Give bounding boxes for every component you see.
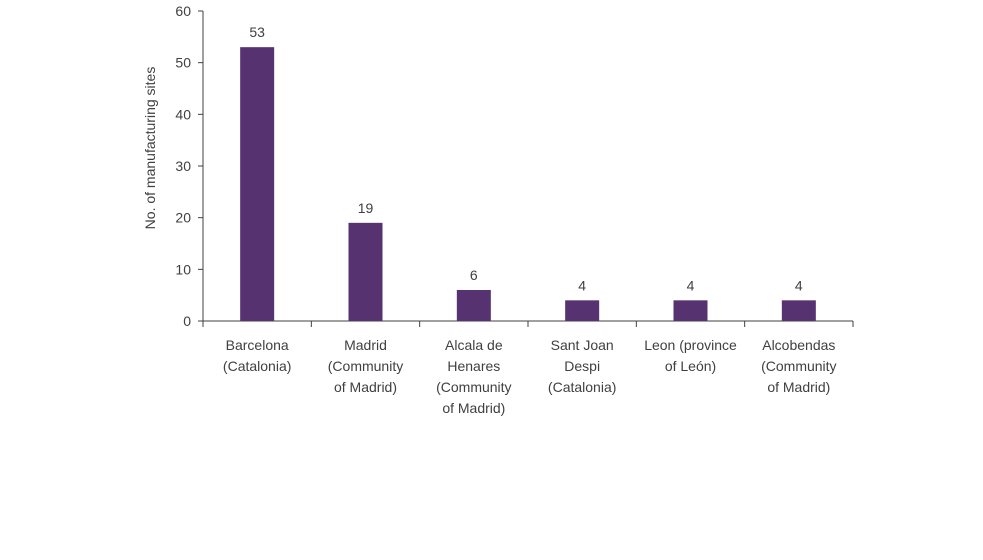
y-tick-label: 30 [175,158,191,174]
category-label: of León) [665,358,716,374]
category-label: Alcala de [445,337,503,353]
category-label: Despi [564,358,600,374]
category-label: Leon (province [644,337,737,353]
bar-value-label: 53 [249,24,265,40]
y-tick-label: 40 [175,106,191,122]
category-label: (Community [436,379,511,395]
category-label: of Madrid) [442,400,505,416]
category-label: Sant Joan [551,337,614,353]
plot-area: 0 10 20 30 40 50 60 53 Barcelona (Catalonia) 19 Mad… [175,3,854,416]
category-label: of Madrid) [334,379,397,395]
bar [240,47,275,322]
category-label: (Community [761,358,836,374]
bar [781,300,816,321]
bar-value-label: 4 [687,277,695,293]
y-tick-label: 0 [183,313,191,329]
category-label: Madrid [344,337,387,353]
y-tick-label: 50 [175,55,191,71]
bar [673,300,708,321]
y-axis-title: No. of manufacturing sites [142,67,158,230]
bar [565,300,600,321]
y-tick-label: 20 [175,210,191,226]
category-label: Henares [447,358,500,374]
category-label: (Community [328,358,403,374]
bar-value-label: 4 [795,277,803,293]
category-label: Barcelona [226,337,289,353]
bar-value-label: 6 [470,267,478,283]
y-tick-label: 10 [175,261,191,277]
category-label: of Madrid) [767,379,830,395]
y-tick-label: 60 [175,3,191,19]
category-label: (Catalonia) [223,358,291,374]
bar [456,290,491,321]
bar [348,222,383,321]
bar-value-label: 19 [358,200,374,216]
category-label: Alcobendas [762,337,835,353]
bar-value-label: 4 [578,277,586,293]
category-label: (Catalonia) [548,379,616,395]
